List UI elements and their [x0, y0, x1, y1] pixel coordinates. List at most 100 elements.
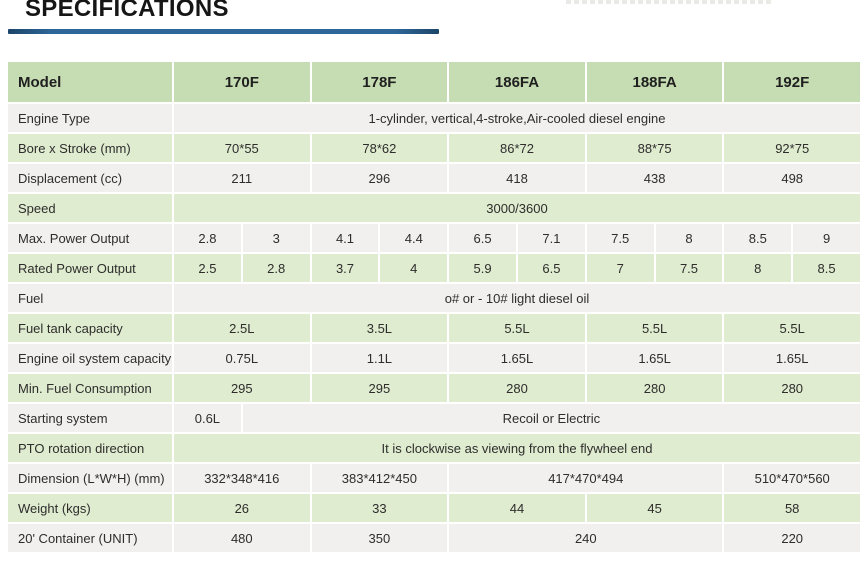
column-header-170f: 170F: [174, 62, 310, 102]
table-row: Fuel tank capacity 2.5L 3.5L 5.5L 5.5L 5.5L: [8, 314, 860, 342]
table-cell: 3: [242, 224, 310, 252]
table-row: Weight (kgs) 26 33 44 45 58: [8, 494, 860, 522]
table-cell: 5.9: [449, 254, 516, 282]
row-label: Engine Type: [8, 104, 172, 132]
table-cell: 6.5: [518, 254, 585, 282]
table-cell: 498: [724, 164, 860, 192]
table-row: Rated Power Output 2.5 2.8 3.7 4 5.9 6.5 7 7.5 8 8…: [8, 254, 860, 282]
table-cell: 88*75: [586, 134, 723, 162]
table-cell: 8.5: [793, 254, 860, 282]
table-cell: 1.65L: [449, 344, 585, 372]
table-row: Displacement (cc) 211 296 418 438 498: [8, 164, 860, 192]
table-cell: 296: [311, 164, 448, 192]
table-row: Bore x Stroke (mm) 70*55 78*62 86*72 88*75 92…: [8, 134, 860, 162]
column-header-model: Model: [8, 62, 172, 102]
row-label: 20' Container (UNIT): [8, 524, 172, 552]
table-cell: 5.5L: [724, 314, 860, 342]
table-cell: 280: [724, 374, 860, 402]
table-cell: 7.5: [586, 224, 654, 252]
row-label: PTO rotation direction: [8, 434, 172, 462]
row-label: Dimension (L*W*H) (mm): [8, 464, 172, 492]
table-cell: 9: [793, 224, 860, 252]
row-label: Fuel tank capacity: [8, 314, 172, 342]
table-cell: 0.75L: [174, 344, 310, 372]
row-label: Min. Fuel Consumption: [8, 374, 172, 402]
table-cell: 86*72: [449, 134, 585, 162]
table-cell: 7.1: [518, 224, 585, 252]
table-cell: 1.65L: [586, 344, 723, 372]
page-title: SPECIFICATIONS: [25, 0, 229, 22]
table-cell: 78*62: [311, 134, 448, 162]
header-row: Model 170F 178F 186FA 188FA 192F: [8, 62, 860, 102]
table-cell: 2.5L: [174, 314, 310, 342]
table-cell: 220: [724, 524, 860, 552]
table-cell: 44: [449, 494, 585, 522]
table-cell: 45: [586, 494, 723, 522]
table-cell: 280: [449, 374, 585, 402]
table-row: PTO rotation direction It is clockwise as…: [8, 434, 860, 462]
table-cell: 70*55: [174, 134, 310, 162]
table-cell: 1.1L: [311, 344, 448, 372]
spec-table: Model 170F 178F 186FA 188FA 192F Engine Type 1-…: [8, 62, 860, 554]
table-cell: 92*75: [724, 134, 860, 162]
table-cell: 3.7: [311, 254, 379, 282]
row-label: Max. Power Output: [8, 224, 172, 252]
table-cell: 510*470*560: [724, 464, 860, 492]
row-label: Rated Power Output: [8, 254, 172, 282]
table-cell: 211: [174, 164, 310, 192]
table-cell: 58: [724, 494, 860, 522]
table-cell: 3000/3600: [174, 194, 860, 222]
table-cell: 1-cylinder, vertical,4-stroke,Air-cooled…: [174, 104, 860, 132]
table-cell: 6.5: [449, 224, 516, 252]
table-cell: 240: [449, 524, 723, 552]
table-cell: 418: [449, 164, 585, 192]
table-cell: 7.5: [655, 254, 723, 282]
column-header-192f: 192F: [724, 62, 860, 102]
column-header-186fa: 186FA: [449, 62, 585, 102]
table-cell: 2.8: [174, 224, 241, 252]
table-cell: 8: [655, 224, 723, 252]
table-row: Min. Fuel Consumption 295 295 280 280 280: [8, 374, 860, 402]
table-row: Starting system 0.6L Recoil or Electric: [8, 404, 860, 432]
table-cell: 8.5: [724, 224, 792, 252]
table-cell: 4.4: [380, 224, 448, 252]
table-cell: 7: [586, 254, 654, 282]
table-cell: 480: [174, 524, 310, 552]
table-cell: 8: [724, 254, 792, 282]
table-cell: 295: [174, 374, 310, 402]
table-cell: 280: [586, 374, 723, 402]
table-row: 20' Container (UNIT) 480 350 240 220: [8, 524, 860, 552]
table-cell: It is clockwise as viewing from the flyw…: [174, 434, 860, 462]
cropped-text-remnant: [566, 0, 771, 4]
row-label: Displacement (cc): [8, 164, 172, 192]
table-cell: 332*348*416: [174, 464, 310, 492]
table-cell: 438: [586, 164, 723, 192]
table-row: Engine Type 1-cylinder, vertical,4-stroke…: [8, 104, 860, 132]
table-cell: 295: [311, 374, 448, 402]
row-label: Engine oil system capacity: [8, 344, 172, 372]
table-row: Speed 3000/3600: [8, 194, 860, 222]
table-cell: 350: [311, 524, 448, 552]
table-cell: 383*412*450: [311, 464, 448, 492]
table-cell: Recoil or Electric: [242, 404, 860, 432]
table-cell: 0.6L: [174, 404, 241, 432]
table-cell: 2.8: [242, 254, 310, 282]
table-cell: o# or - 10# light diesel oil: [174, 284, 860, 312]
table-cell: 3.5L: [311, 314, 448, 342]
table-row: Dimension (L*W*H) (mm) 332*348*416 383*412…: [8, 464, 860, 492]
table-cell: 2.5: [174, 254, 241, 282]
table-cell: 26: [174, 494, 310, 522]
row-label: Weight (kgs): [8, 494, 172, 522]
table-cell: 33: [311, 494, 448, 522]
row-label: Speed: [8, 194, 172, 222]
table-cell: 4.1: [311, 224, 379, 252]
table-row: Engine oil system capacity 0.75L 1.1L 1.65L…: [8, 344, 860, 372]
table-cell: 4: [380, 254, 448, 282]
table-cell: 5.5L: [449, 314, 585, 342]
row-label: Bore x Stroke (mm): [8, 134, 172, 162]
column-header-178f: 178F: [311, 62, 448, 102]
title-underline: [8, 29, 439, 34]
column-header-188fa: 188FA: [586, 62, 723, 102]
row-label: Fuel: [8, 284, 172, 312]
